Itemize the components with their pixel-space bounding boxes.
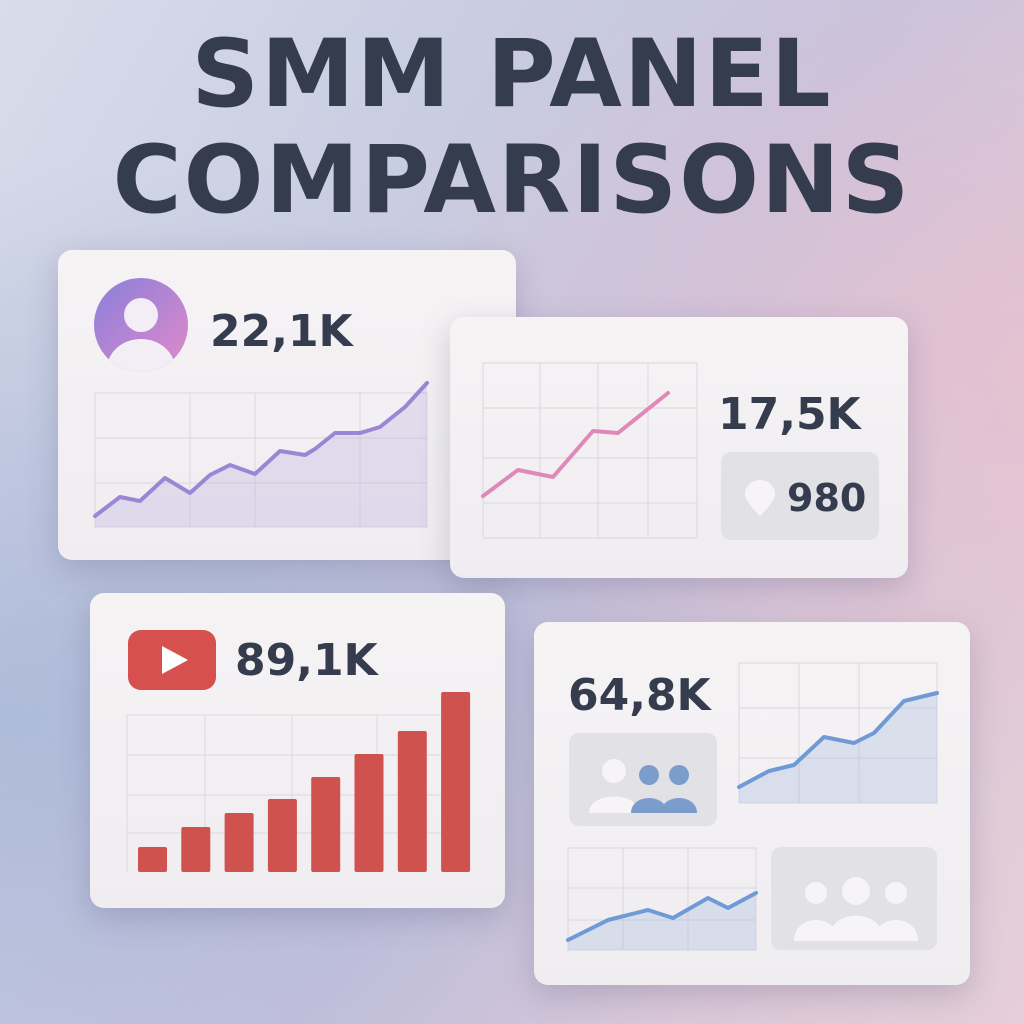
bar: [441, 692, 471, 872]
youtube-card: 89,1K: [90, 593, 505, 908]
location-pin-icon: [745, 480, 775, 516]
bar: [397, 731, 427, 872]
engagement-line-chart: [481, 362, 698, 539]
bar: [311, 777, 341, 872]
title-line-2: COMPARISONS: [112, 126, 912, 235]
bar: [138, 847, 167, 872]
people-group-icon: [589, 759, 697, 813]
followers-value: 22,1K: [210, 306, 353, 357]
title-line-1: SMM PANEL: [191, 20, 833, 129]
bar: [224, 813, 254, 872]
community-card: 64,8K: [534, 622, 970, 985]
youtube-play-icon: [128, 630, 216, 690]
followers-card: 22,1K: [58, 250, 516, 560]
likes-value: 980: [787, 476, 867, 520]
bar: [267, 799, 297, 872]
audience-group-icon: [794, 877, 918, 941]
community-line-chart: [737, 662, 939, 804]
user-avatar-icon: [94, 278, 188, 372]
reach-line-chart: [566, 847, 758, 951]
members-badge: [569, 733, 717, 826]
audience-badge: [771, 847, 937, 950]
likes-badge: 980: [721, 452, 879, 540]
engagement-card: 17,5K 980: [450, 317, 908, 578]
bar: [354, 754, 384, 872]
community-value: 64,8K: [568, 670, 711, 721]
youtube-bar-chart: [126, 692, 471, 872]
bar: [181, 827, 211, 872]
youtube-value: 89,1K: [235, 635, 378, 686]
followers-line-chart: [93, 381, 429, 528]
engagement-value: 17,5K: [718, 389, 861, 440]
